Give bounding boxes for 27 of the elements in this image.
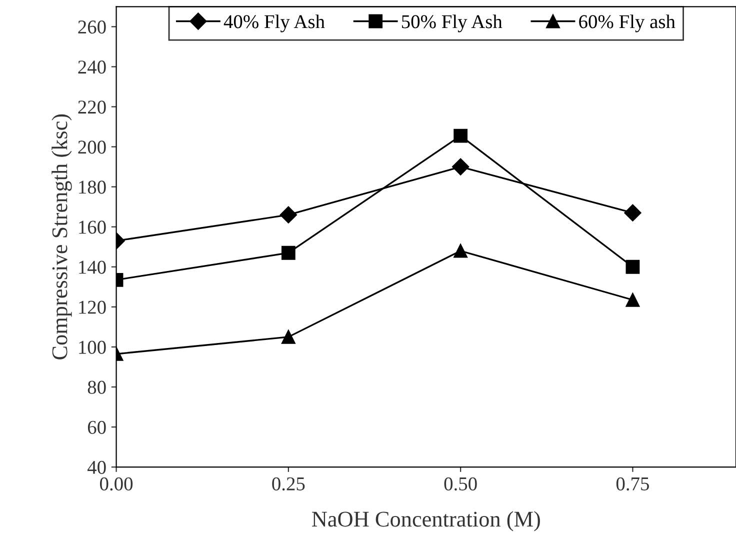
y-tick-label: 260	[78, 20, 106, 34]
point	[454, 244, 468, 258]
y-tick-label: 100	[79, 340, 106, 354]
x-tick-label: 0.00	[100, 477, 133, 491]
y-axis-title: Compressive Strength (ksc)	[52, 114, 72, 360]
legend-label: 60% Fly ash	[579, 14, 676, 32]
y-tick-label: 160	[79, 220, 106, 234]
y-tick-label: 120	[79, 300, 106, 314]
point	[626, 292, 640, 307]
y-tick-label: 200	[78, 140, 106, 154]
point	[626, 260, 640, 274]
x-axis-title: NaOH Concentration (M)	[312, 511, 540, 532]
y-tick-label: 220	[78, 100, 106, 114]
y-tick-label: 60	[88, 420, 106, 434]
y-tick-label: 140	[79, 260, 106, 274]
x-tick-label: 0.50	[444, 477, 477, 491]
x-tick-label: 0.25	[272, 477, 305, 491]
y-tick-label: 180	[79, 180, 106, 194]
x-tick-label: 0.75	[616, 477, 649, 491]
legend-label: 50% Fly Ash	[402, 14, 502, 32]
y-tick-label: 80	[88, 380, 106, 394]
point	[452, 158, 470, 176]
y-tick-label: 240	[78, 60, 106, 74]
y-tick-label: 40	[88, 460, 106, 474]
legend-label: 40% Fly Ash	[224, 14, 325, 32]
point	[454, 128, 468, 143]
point	[624, 204, 642, 222]
